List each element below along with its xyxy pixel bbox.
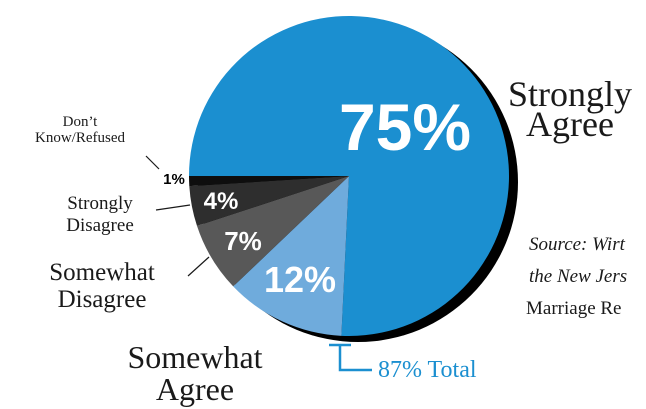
- pie-slice-don-t-know-refused: [189, 176, 349, 187]
- value-label-strongly-agree: 75%: [339, 90, 471, 164]
- value-label-somewhat-disagree: 7%: [224, 226, 262, 256]
- pie-slice-somewhat-disagree: [196, 176, 349, 287]
- leader-line: [155, 204, 191, 211]
- total-label: 87% Total: [378, 357, 477, 383]
- category-label-line: Strongly: [508, 74, 632, 114]
- total-bracket: [329, 343, 372, 372]
- pie-slice-somewhat-agree: [233, 176, 349, 336]
- source-line: Marriage Re: [526, 298, 621, 319]
- category-label-line: Don’t: [63, 114, 99, 130]
- category-label-line: Strongly: [67, 193, 133, 214]
- category-label-line: Know/Refused: [35, 130, 125, 146]
- category-label-somewhat-agree: Somewhat Agree: [127, 339, 262, 407]
- category-label-line: Agree: [156, 371, 234, 407]
- leader-line: [145, 155, 160, 170]
- source-line: Source: Wirt: [529, 234, 626, 255]
- value-label-don-t-know-refused: 1%: [163, 171, 185, 188]
- category-label-line: Somewhat: [127, 339, 262, 375]
- category-label-line: Disagree: [66, 215, 134, 236]
- category-label-don-t-know-refused: Don’t Know/Refused: [35, 114, 125, 146]
- source-line: the New Jers: [529, 266, 627, 287]
- category-label-line: Somewhat: [49, 259, 155, 286]
- value-label-strongly-disagree: 4%: [204, 188, 239, 215]
- pie-slice-strongly-agree: [189, 16, 509, 337]
- leader-line: [187, 256, 210, 277]
- category-label-strongly-disagree: Strongly Disagree: [66, 193, 134, 236]
- pie-slice-strongly-disagree: [189, 176, 349, 226]
- value-label-somewhat-agree: 12%: [264, 259, 336, 300]
- category-label-line: Disagree: [58, 286, 147, 313]
- category-label-somewhat-disagree: Somewhat Disagree: [49, 259, 155, 313]
- category-label-line: Agree: [526, 104, 614, 144]
- category-label-strongly-agree: Strongly Agree: [508, 74, 632, 144]
